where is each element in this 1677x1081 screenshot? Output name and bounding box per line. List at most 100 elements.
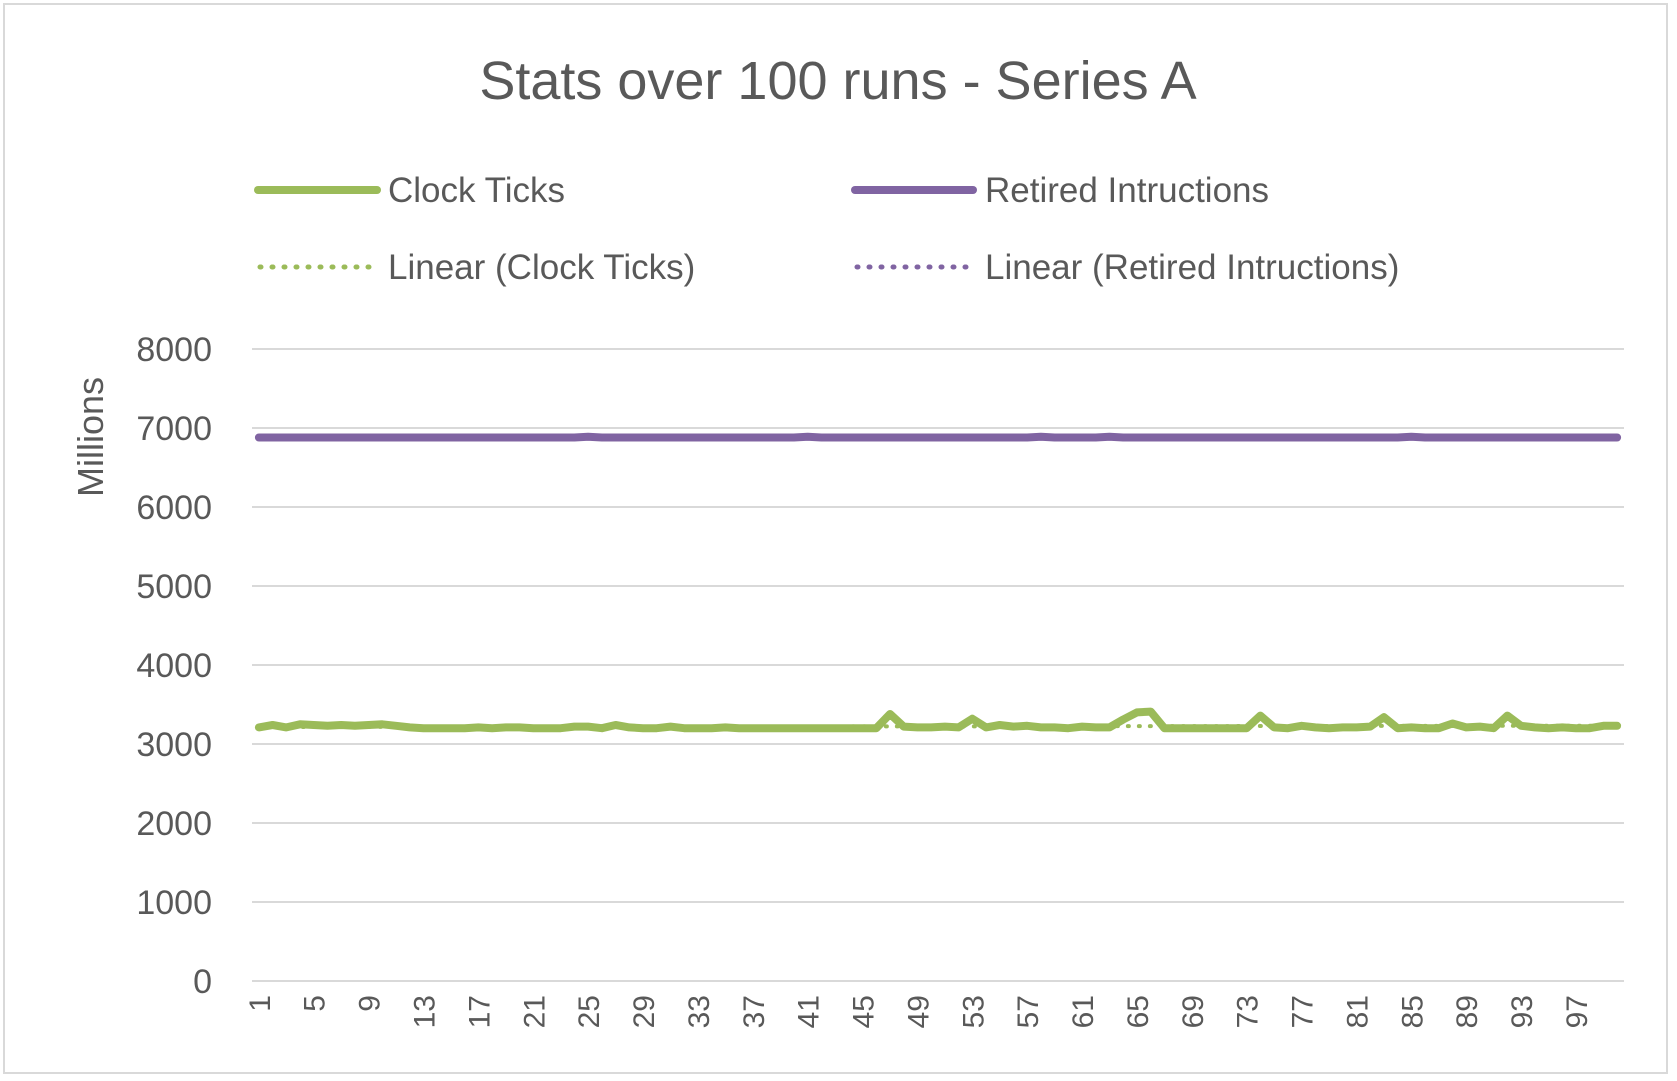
data-point [1548, 727, 1550, 729]
data-point [793, 727, 795, 729]
x-tick-label: 49 [902, 995, 935, 1028]
data-point [1109, 436, 1110, 438]
data-point [258, 436, 260, 438]
data-point [697, 727, 699, 729]
data-point [1314, 436, 1316, 438]
data-point [1479, 436, 1481, 438]
data-point [1054, 726, 1056, 728]
data-point [1452, 722, 1453, 724]
data-point [423, 436, 424, 438]
data-point [1575, 727, 1577, 729]
x-tick-label: 5 [299, 995, 332, 1012]
data-point [601, 436, 603, 438]
data-point [1506, 436, 1508, 438]
data-point [436, 436, 438, 438]
data-point [491, 727, 493, 729]
data-point [1095, 726, 1097, 728]
data-point [368, 436, 370, 438]
data-point [1150, 711, 1152, 713]
data-point [669, 726, 671, 728]
data-point [738, 727, 740, 729]
data-point [1191, 727, 1193, 729]
data-point [519, 726, 521, 728]
data-point [546, 436, 548, 438]
legend-label-linear-retired-intructions: Linear (Retired Intructions) [985, 248, 1399, 287]
x-tick-label: 13 [409, 995, 442, 1028]
data-point [1548, 436, 1550, 438]
data-point [1616, 436, 1618, 438]
data-point [1026, 436, 1028, 438]
data-point [834, 727, 836, 729]
y-tick-label: 3000 [136, 726, 212, 764]
data-point [1191, 436, 1193, 438]
data-point [1424, 436, 1426, 438]
data-point [1397, 727, 1399, 729]
y-tick-label: 4000 [136, 647, 212, 685]
x-tick-label: 29 [628, 995, 661, 1028]
data-point [560, 436, 562, 438]
data-point [450, 727, 452, 729]
legend-item-linear-clock-ticks: Linear (Clock Ticks) [257, 248, 695, 287]
data-point [587, 726, 589, 728]
data-point [834, 436, 836, 438]
data-point [423, 727, 424, 729]
data-point [1054, 436, 1056, 438]
data-point [1479, 726, 1481, 728]
chart-frame [3, 3, 1668, 1074]
data-point [326, 436, 328, 438]
data-point [656, 436, 658, 438]
data-point [381, 723, 383, 725]
data-point [642, 436, 644, 438]
data-point [1342, 726, 1344, 728]
y-axis-label: Millions [70, 377, 111, 497]
data-point [1012, 726, 1014, 728]
data-point [944, 726, 946, 728]
data-point [409, 726, 411, 728]
data-point [958, 726, 960, 728]
legend: Clock Ticks Retired Intructions Linear (… [254, 171, 1399, 287]
data-point [587, 436, 589, 438]
data-point [1355, 726, 1357, 728]
data-point [1163, 727, 1165, 729]
data-point [848, 436, 850, 438]
data-point [1602, 436, 1604, 438]
x-tick-label: 33 [683, 995, 716, 1028]
data-point [313, 724, 315, 726]
data-point [285, 436, 287, 438]
x-tick-label: 93 [1506, 995, 1539, 1028]
data-point [958, 436, 960, 438]
data-point [1410, 436, 1412, 438]
data-point [1438, 727, 1440, 729]
data-point [477, 436, 479, 438]
legend-label-linear-clock-ticks: Linear (Clock Ticks) [388, 248, 695, 287]
data-point [532, 436, 534, 438]
x-tick-label: 25 [573, 995, 606, 1028]
data-point [505, 436, 507, 438]
data-point [1040, 436, 1042, 438]
data-point [395, 436, 397, 438]
data-point [903, 436, 905, 438]
data-point [573, 436, 575, 438]
data-point [601, 727, 603, 729]
data-point [1589, 727, 1591, 729]
data-point [985, 726, 987, 728]
data-point [999, 436, 1001, 438]
data-point [1287, 727, 1289, 729]
data-point [875, 436, 877, 438]
x-tick-label: 57 [1012, 995, 1045, 1028]
data-point [340, 436, 342, 438]
data-point [944, 436, 946, 438]
series-lines [254, 432, 1622, 733]
data-point [258, 726, 260, 728]
data-point [313, 436, 315, 438]
y-tick-label: 1000 [136, 884, 212, 922]
data-point [669, 436, 671, 438]
data-point [793, 436, 795, 438]
x-tick-label: 73 [1232, 995, 1265, 1028]
data-point [464, 436, 466, 438]
data-point [285, 726, 287, 728]
data-point [299, 723, 301, 725]
data-point [1397, 436, 1399, 438]
data-point [1369, 726, 1371, 728]
data-point [1424, 727, 1426, 729]
